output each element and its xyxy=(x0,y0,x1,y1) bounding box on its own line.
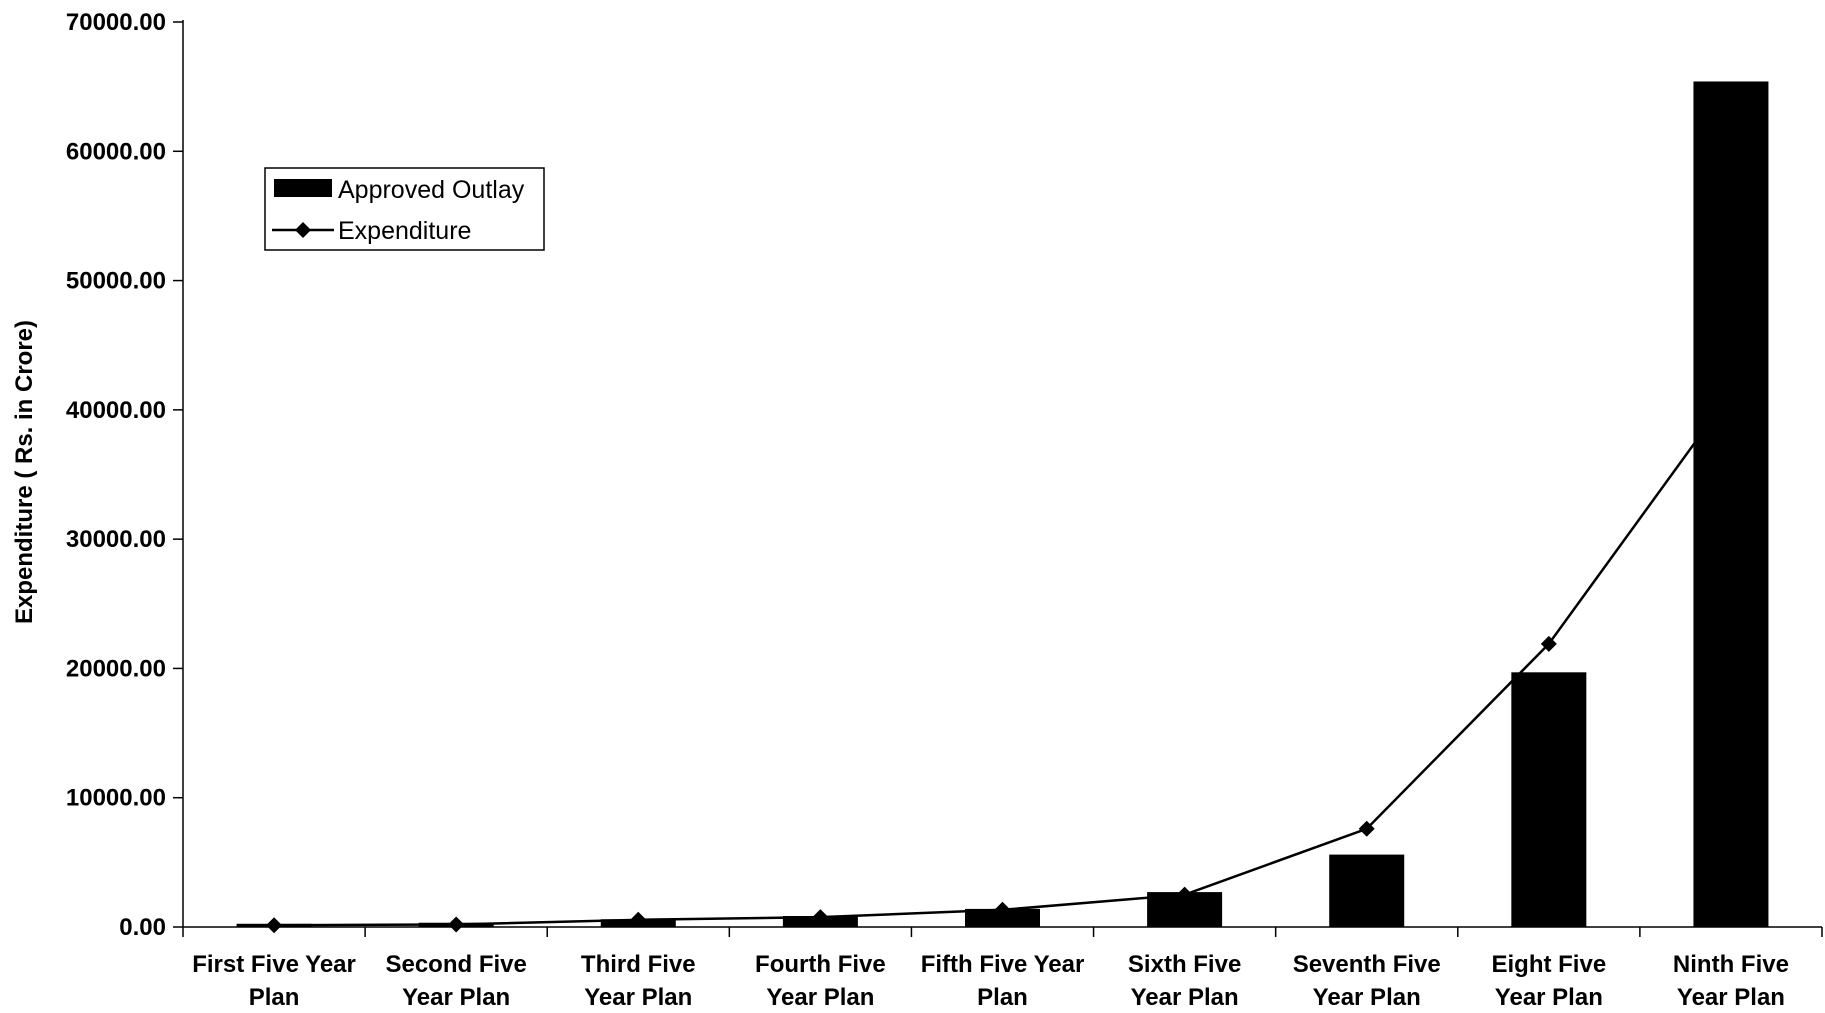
y-tick-label: 60000.00 xyxy=(66,138,166,165)
x-tick-label: Third Five Year Plan xyxy=(581,951,696,1011)
x-axis: First Five Year Plan Second Five Year Plan T… xyxy=(182,926,1823,1011)
x-tick-label: Fifth Five Year Plan xyxy=(921,951,1085,1011)
marker-expenditure xyxy=(1176,886,1193,903)
bar-approved-outlay xyxy=(1511,672,1587,927)
legend: Approved Outlay Expenditure xyxy=(264,167,545,251)
bars-series xyxy=(236,81,1769,927)
y-tick-label: 70000.00 xyxy=(66,9,166,36)
y-axis: 0.00 10000.00 20000.00 30000.00 40000.00 5000… xyxy=(66,9,184,941)
marker-expenditure xyxy=(994,901,1011,918)
legend-swatch-diamond xyxy=(295,222,311,238)
legend-label-expenditure: Expenditure xyxy=(338,217,471,245)
line-series xyxy=(266,392,1732,934)
y-axis-title: Expenditure ( Rs. in Crore) xyxy=(11,320,38,624)
x-tick-label: First Five Year Plan xyxy=(192,951,356,1011)
x-tick-label: Eight Five Year Plan xyxy=(1491,951,1606,1011)
legend-swatch-bar xyxy=(274,179,332,197)
x-tick-label: Second Five Year Plan xyxy=(385,951,526,1011)
marker-expenditure xyxy=(266,917,283,934)
bar-approved-outlay xyxy=(1693,81,1769,927)
marker-expenditure xyxy=(1540,635,1557,652)
y-tick-label: 50000.00 xyxy=(66,268,166,295)
y-tick-label: 0.00 xyxy=(119,914,166,941)
x-tick-label: Ninth Five Year Plan xyxy=(1673,951,1789,1011)
marker-expenditure xyxy=(448,916,465,933)
bar-approved-outlay xyxy=(965,908,1040,927)
x-tick-label: Seventh Five Year Plan xyxy=(1293,951,1441,1011)
x-tick-label: Sixth Five Year Plan xyxy=(1128,951,1241,1011)
legend-label-approved-outlay: Approved Outlay xyxy=(338,176,525,204)
marker-expenditure xyxy=(1358,820,1375,837)
y-tick-label: 10000.00 xyxy=(66,785,166,812)
y-tick-label: 40000.00 xyxy=(66,397,166,424)
bar-approved-outlay xyxy=(1329,854,1405,927)
y-tick-label: 30000.00 xyxy=(66,526,166,553)
marker-expenditure xyxy=(812,909,829,926)
x-tick-label: Fourth Five Year Plan xyxy=(755,951,886,1011)
y-tick-label: 20000.00 xyxy=(66,655,166,682)
marker-expenditure xyxy=(630,911,647,928)
